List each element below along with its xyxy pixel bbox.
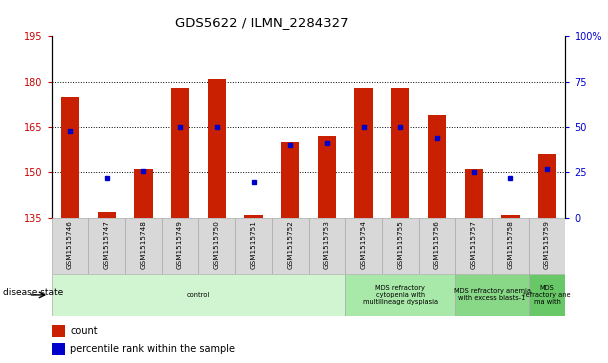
Text: GSM1515746: GSM1515746 <box>67 220 73 269</box>
Bar <box>208 79 226 218</box>
Bar <box>235 218 272 274</box>
Text: GSM1515748: GSM1515748 <box>140 220 147 269</box>
Bar <box>345 274 455 316</box>
Bar <box>272 218 308 274</box>
Text: GSM1515759: GSM1515759 <box>544 220 550 269</box>
Text: MDS refractory
cytopenia with
multilineage dysplasia: MDS refractory cytopenia with multilinea… <box>363 285 438 305</box>
Text: GSM1515749: GSM1515749 <box>177 220 183 269</box>
Bar <box>281 142 299 218</box>
Bar <box>52 274 345 316</box>
Bar <box>88 218 125 274</box>
Bar <box>428 115 446 218</box>
Bar <box>501 215 520 218</box>
Bar <box>61 97 79 218</box>
Text: control: control <box>187 292 210 298</box>
Bar <box>382 218 419 274</box>
Text: GSM1515753: GSM1515753 <box>324 220 330 269</box>
Text: MDS
refractory ane
ma with: MDS refractory ane ma with <box>523 285 571 305</box>
Bar <box>345 218 382 274</box>
Text: count: count <box>70 326 98 337</box>
Text: GSM1515754: GSM1515754 <box>361 220 367 269</box>
Text: GSM1515756: GSM1515756 <box>434 220 440 269</box>
Bar <box>198 218 235 274</box>
Bar <box>308 218 345 274</box>
Text: GDS5622 / ILMN_2284327: GDS5622 / ILMN_2284327 <box>174 16 348 29</box>
Bar <box>125 218 162 274</box>
Text: MDS refractory anemia
with excess blasts-1: MDS refractory anemia with excess blasts… <box>454 289 531 301</box>
Bar <box>492 218 529 274</box>
Text: disease state: disease state <box>3 288 63 297</box>
Bar <box>354 88 373 218</box>
Text: GSM1515751: GSM1515751 <box>250 220 257 269</box>
Bar <box>529 218 565 274</box>
Text: GSM1515750: GSM1515750 <box>214 220 220 269</box>
Bar <box>52 218 88 274</box>
Text: GSM1515757: GSM1515757 <box>471 220 477 269</box>
Bar <box>318 136 336 218</box>
Bar <box>465 170 483 218</box>
Text: GSM1515755: GSM1515755 <box>397 220 403 269</box>
Bar <box>162 218 198 274</box>
Text: GSM1515758: GSM1515758 <box>508 220 513 269</box>
Bar <box>134 170 153 218</box>
Text: GSM1515752: GSM1515752 <box>287 220 293 269</box>
Bar <box>391 88 409 218</box>
Bar <box>52 343 65 355</box>
Bar <box>529 274 565 316</box>
Bar <box>52 325 65 338</box>
Bar <box>455 218 492 274</box>
Bar <box>97 212 116 218</box>
Text: percentile rank within the sample: percentile rank within the sample <box>70 344 235 354</box>
Bar <box>171 88 189 218</box>
Bar <box>455 274 529 316</box>
Bar <box>244 215 263 218</box>
Text: GSM1515747: GSM1515747 <box>104 220 109 269</box>
Bar <box>419 218 455 274</box>
Bar <box>538 154 556 218</box>
